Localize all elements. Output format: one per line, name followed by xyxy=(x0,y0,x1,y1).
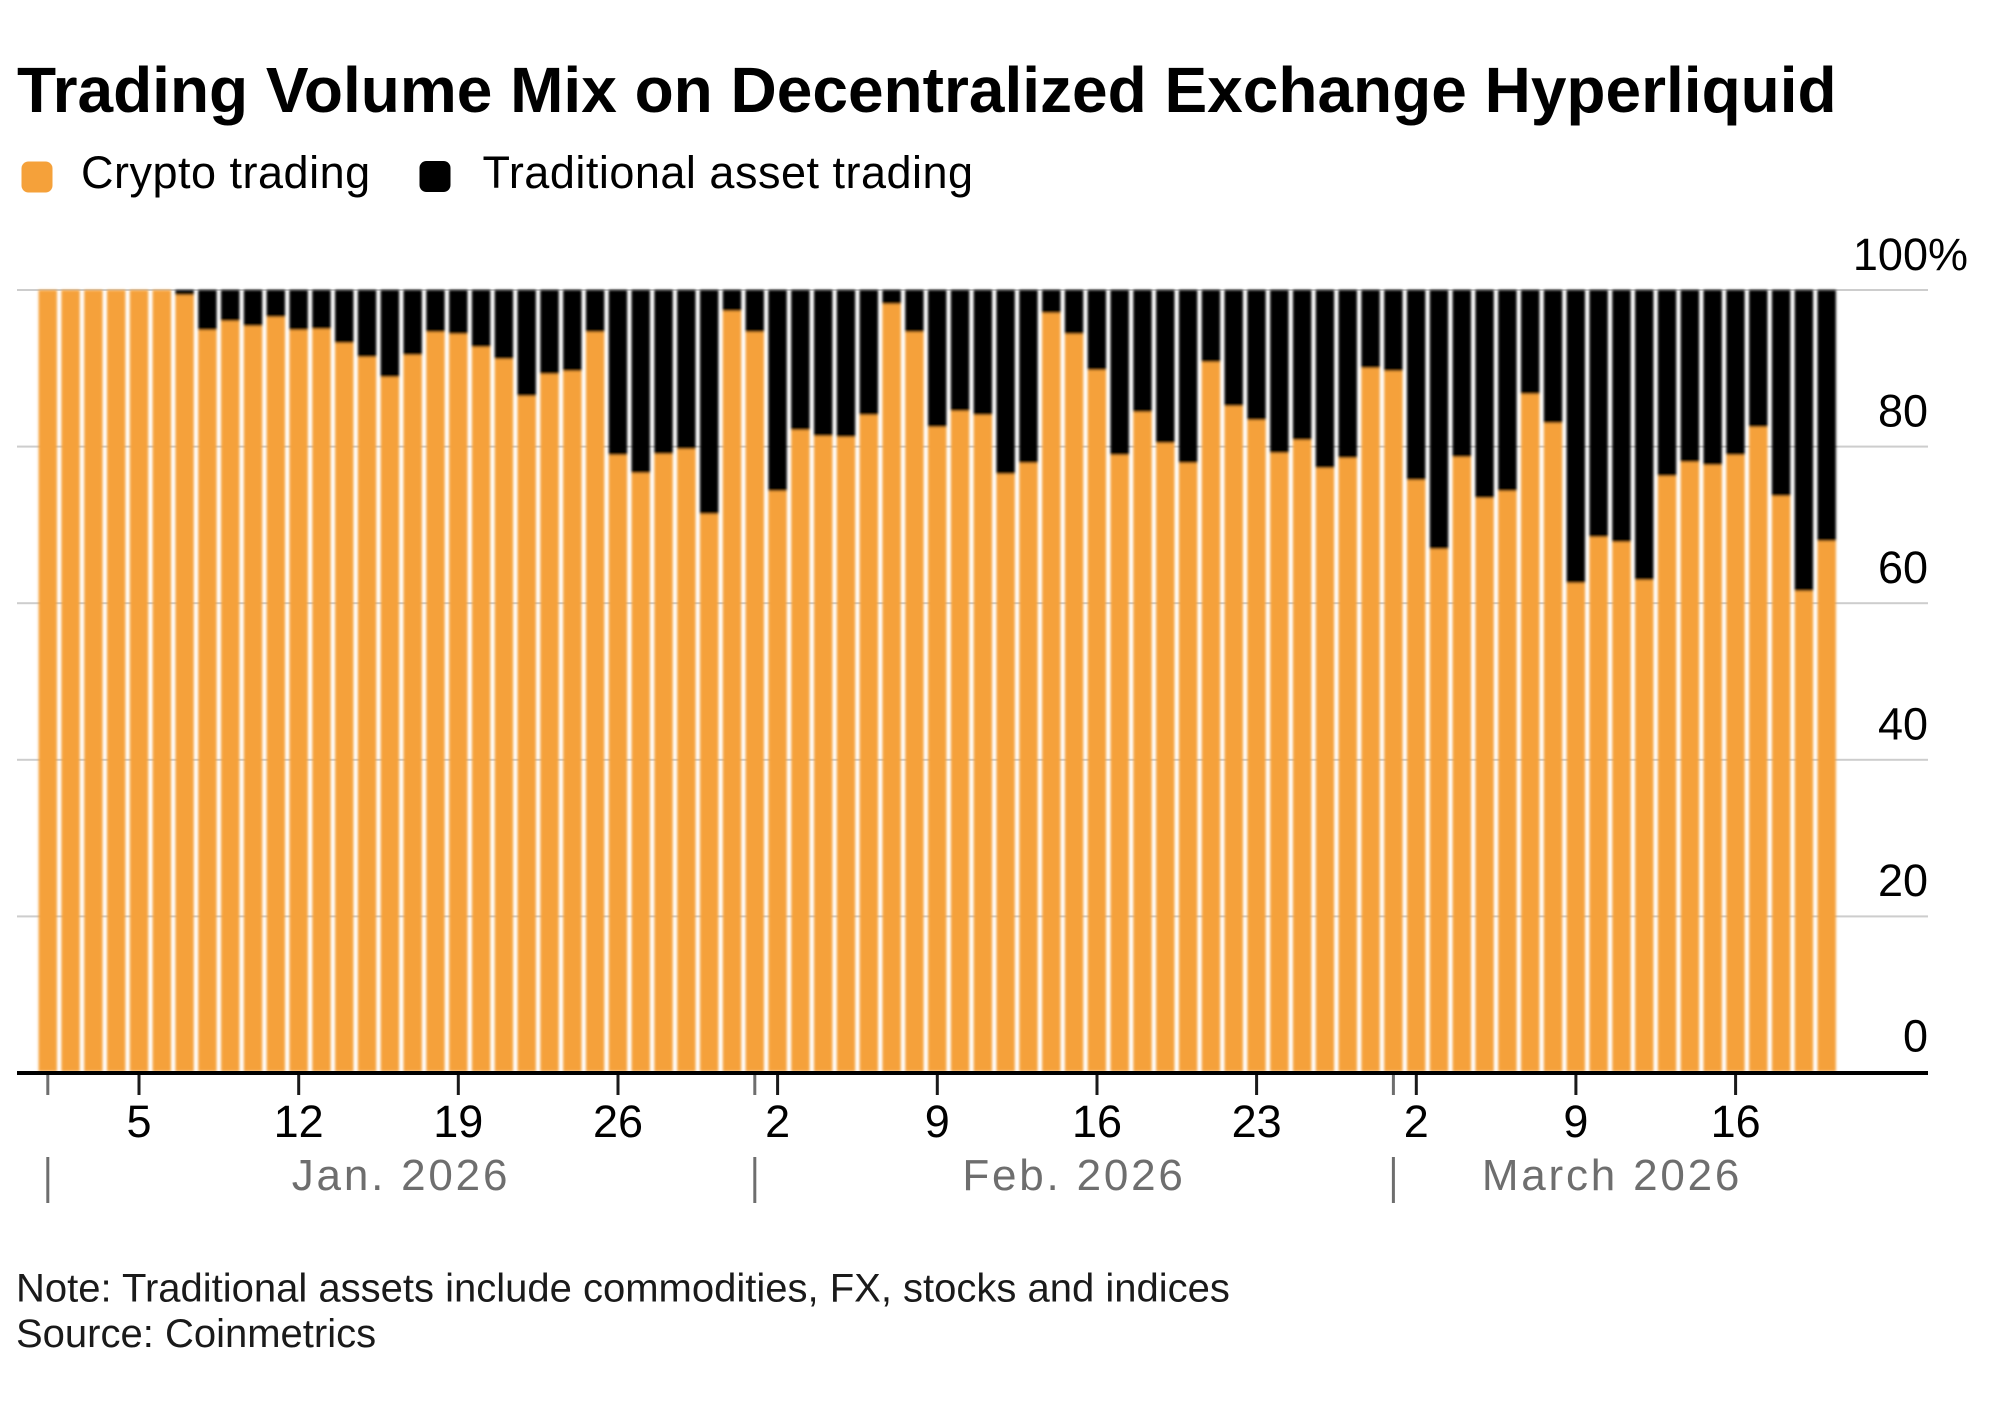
svg-text:2: 2 xyxy=(765,1096,790,1147)
svg-text:0: 0 xyxy=(1903,1011,1928,1062)
svg-text:100: 100 xyxy=(1853,229,1928,280)
svg-text:%: % xyxy=(1928,229,1968,280)
svg-text:March 2026: March 2026 xyxy=(1482,1151,1742,1200)
svg-text:40: 40 xyxy=(1878,699,1928,750)
svg-text:26: 26 xyxy=(593,1096,643,1147)
svg-text:Crypto trading: Crypto trading xyxy=(81,147,371,198)
svg-text:Trading Volume Mix on Decentra: Trading Volume Mix on Decentralized Exch… xyxy=(17,54,1837,126)
svg-text:60: 60 xyxy=(1878,542,1928,593)
svg-text:19: 19 xyxy=(433,1096,483,1147)
svg-text:12: 12 xyxy=(274,1096,324,1147)
svg-text:16: 16 xyxy=(1072,1096,1122,1147)
svg-text:9: 9 xyxy=(925,1096,950,1147)
svg-text:80: 80 xyxy=(1878,386,1928,437)
svg-text:5: 5 xyxy=(126,1096,151,1147)
svg-text:9: 9 xyxy=(1563,1096,1588,1147)
svg-text:Traditional asset trading: Traditional asset trading xyxy=(483,147,974,198)
svg-text:20: 20 xyxy=(1878,855,1928,906)
svg-text:2: 2 xyxy=(1404,1096,1429,1147)
svg-text:Feb. 2026: Feb. 2026 xyxy=(962,1151,1185,1200)
svg-text:16: 16 xyxy=(1711,1096,1761,1147)
svg-text:Source: Coinmetrics: Source: Coinmetrics xyxy=(16,1312,376,1356)
svg-text:Note: Traditional assets inclu: Note: Traditional assets include commodi… xyxy=(16,1267,1230,1311)
svg-text:Jan. 2026: Jan. 2026 xyxy=(292,1151,510,1200)
svg-text:23: 23 xyxy=(1232,1096,1282,1147)
